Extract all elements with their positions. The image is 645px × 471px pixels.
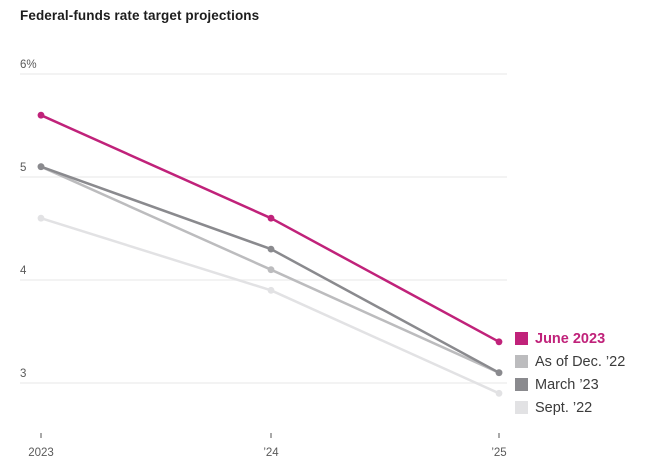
legend-item-june-2023: June 2023 (515, 327, 643, 350)
legend-label: March ’23 (535, 376, 599, 393)
legend-swatch-as-of-dec-22 (515, 355, 528, 368)
data-point-june-2023 (37, 111, 45, 119)
data-point-march-23 (495, 369, 503, 377)
data-point-march-23 (37, 163, 45, 171)
data-point-june-2023 (495, 338, 503, 346)
legend-label: Sept. ’22 (535, 399, 593, 416)
legend-swatch-june-2023 (515, 332, 528, 345)
legend-swatch-march-23 (515, 378, 528, 391)
x-axis-tick-label: ’25 (491, 447, 506, 459)
data-point-sept-22 (267, 286, 275, 294)
data-point-sept-22 (37, 214, 45, 222)
y-axis-tick-label: 5 (20, 162, 26, 174)
legend-item-as-of-dec-22: As of Dec. ’22 (515, 350, 643, 373)
chart-title: Federal-funds rate target projections (20, 8, 260, 23)
data-point-march-23 (267, 245, 275, 253)
y-axis-tick-label: 6% (20, 59, 37, 71)
legend-label: June 2023 (535, 330, 606, 347)
legend-item-sept-22: Sept. ’22 (515, 396, 643, 419)
data-point-as-of-dec-22 (267, 266, 275, 274)
data-point-june-2023 (267, 214, 275, 222)
chart-legend: June 2023 As of Dec. ’22 March ’23 Sept. ’2… (515, 327, 643, 419)
legend-item-march-23: March ’23 (515, 373, 643, 396)
legend-label: As of Dec. ’22 (535, 353, 626, 370)
data-point-sept-22 (495, 389, 503, 397)
y-axis-tick-label: 3 (20, 368, 26, 380)
y-axis-tick-label: 4 (20, 265, 27, 277)
legend-swatch-sept-22 (515, 401, 528, 414)
x-axis-tick-label: 2023 (28, 447, 54, 459)
x-axis-tick-label: ’24 (263, 447, 279, 459)
series-line-june-2023 (39, 113, 501, 344)
